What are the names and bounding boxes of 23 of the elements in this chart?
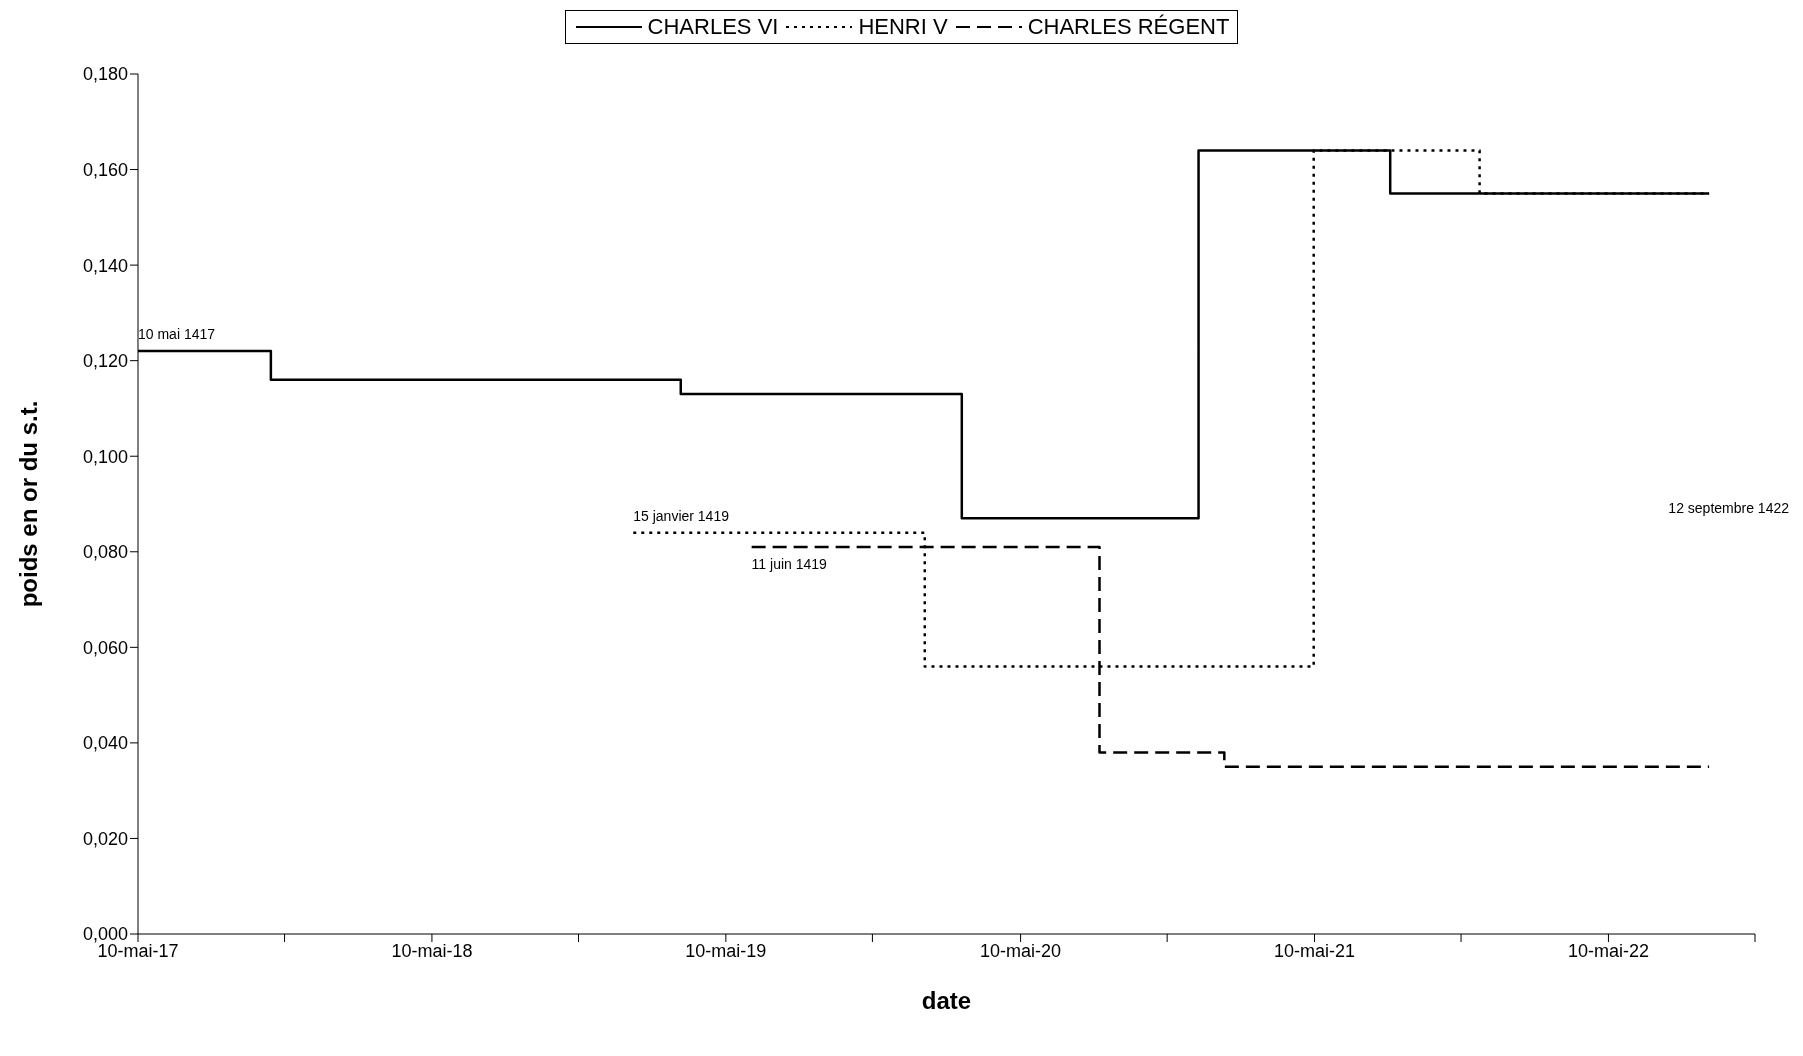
y-tick-label: 0,020 — [82, 828, 128, 849]
y-tick-label: 0,140 — [82, 255, 128, 276]
annotation: 15 janvier 1419 — [633, 507, 730, 524]
annotation: 10 mai 1417 — [138, 326, 216, 343]
y-tick-label: 0,080 — [82, 542, 128, 563]
y-tick-label: 0,060 — [82, 637, 128, 658]
y-tick-label: 0,120 — [82, 351, 128, 372]
y-tick-label: 0,100 — [82, 446, 128, 467]
x-tick-label: 10-mai-22 — [1567, 940, 1649, 961]
x-tick-label: 10-mai-18 — [391, 940, 473, 961]
y-tick-label: 0,040 — [82, 733, 128, 754]
x-tick-label: 10-mai-21 — [1273, 940, 1356, 961]
x-tick-label: 10-mai-20 — [980, 940, 1062, 961]
y-tick-label: 0,180 — [82, 64, 128, 85]
annotation: 12 septembre 1422 — [1668, 500, 1789, 516]
y-axis-title: poids en or du s.t. — [14, 400, 42, 608]
x-axis-title: date — [921, 987, 972, 1014]
legend-label: HENRI V — [858, 14, 948, 40]
y-tick-label: 0,160 — [82, 159, 128, 180]
legend-label: CHARLES VI — [647, 14, 779, 40]
annotation: 11 juin 1419 — [751, 555, 828, 572]
x-tick-label: 10-mai-19 — [685, 940, 767, 961]
legend-label: CHARLES RÉGENT — [1027, 14, 1230, 40]
